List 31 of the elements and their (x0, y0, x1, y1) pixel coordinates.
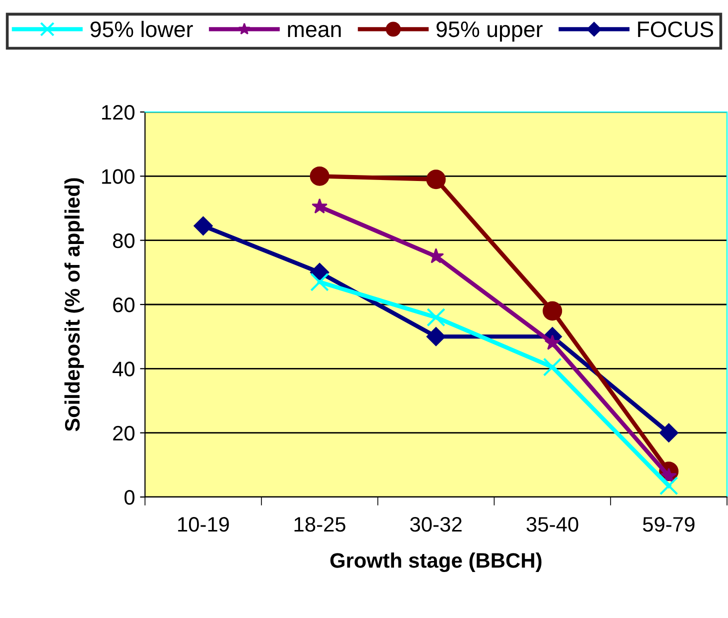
y-tick-label: 80 (113, 233, 134, 248)
y-tick-label: 20 (113, 426, 134, 441)
x-tick-label: 10-19 (178, 516, 229, 532)
x-axis-title: Growth stage (BBCH) (330, 552, 542, 572)
legend-label: 95% lower (90, 20, 193, 38)
legend-label: 95% upper (436, 21, 543, 42)
point (312, 198, 328, 214)
y-tick-label: 0 (124, 490, 134, 505)
point (426, 308, 446, 327)
x-tick-label: 30-32 (410, 516, 462, 532)
point (542, 301, 562, 321)
point (194, 216, 213, 236)
legend-label: FOCUS (638, 21, 714, 38)
point (543, 358, 562, 376)
y-tick-label: 60 (113, 298, 134, 312)
x-tick-label: 18-25 (294, 516, 346, 532)
y-tick-label: 100 (102, 169, 134, 184)
point (659, 476, 678, 496)
point (310, 166, 330, 186)
y-tick-label: 120 (102, 105, 134, 120)
point (310, 272, 329, 292)
point (426, 170, 446, 190)
point (428, 248, 444, 264)
point (426, 327, 446, 346)
x-tick-label: 59-79 (642, 516, 694, 532)
legend-label: mean (288, 25, 341, 38)
point (544, 334, 560, 350)
point (659, 423, 678, 442)
x-tick-label: 35-40 (526, 516, 578, 532)
y-tick-label: 40 (112, 362, 134, 376)
y-axis-title: Soildeposit (% of applied) (64, 178, 84, 432)
